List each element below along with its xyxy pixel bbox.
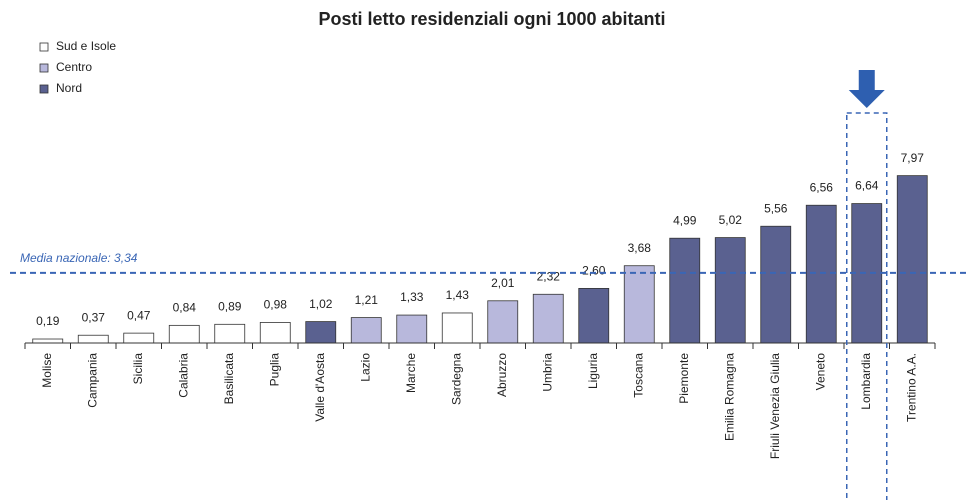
- x-tick-label: Lazio: [358, 353, 372, 382]
- x-tick-label: Campania: [85, 353, 99, 408]
- value-label: 4,99: [673, 213, 697, 227]
- bar: [896, 175, 928, 344]
- bar: [32, 338, 64, 344]
- x-tick-label: Puglia: [267, 353, 281, 387]
- value-label: 6,64: [855, 179, 879, 193]
- reference-label: Media nazionale: 3,34: [20, 251, 138, 265]
- x-tick-label: Liguria: [586, 353, 600, 389]
- x-tick-label: Emilia Romagna: [722, 353, 736, 441]
- x-tick-label: Valle d'Aosta: [313, 353, 327, 422]
- bar: [214, 323, 246, 344]
- legend-label: Centro: [56, 60, 92, 74]
- bar: [578, 287, 610, 344]
- x-tick-label: Sardegna: [449, 353, 463, 405]
- value-label: 5,56: [764, 201, 788, 215]
- value-label: 6,56: [810, 180, 834, 194]
- chart-title: Posti letto residenziali ogni 1000 abita…: [318, 9, 665, 29]
- x-tick-label: Friuli Venezia Giulia: [768, 353, 782, 459]
- bar: [396, 314, 428, 344]
- bar: [77, 334, 109, 344]
- x-tick-label: Basilicata: [222, 353, 236, 405]
- bar: [350, 317, 382, 344]
- legend-swatch: [39, 42, 49, 52]
- value-label: 0,89: [218, 299, 242, 313]
- x-tick-label: Molise: [40, 353, 54, 388]
- value-label: 2,01: [491, 276, 515, 290]
- value-label: 1,21: [355, 293, 379, 307]
- highlight-arrow: [848, 70, 885, 108]
- value-label: 1,43: [446, 288, 470, 302]
- value-label: 7,97: [901, 151, 925, 165]
- value-label: 0,37: [82, 310, 106, 324]
- bar: [168, 324, 200, 344]
- bar: [305, 321, 337, 344]
- x-tick-label: Calabria: [176, 353, 190, 398]
- bar: [441, 312, 473, 344]
- bar: [487, 300, 519, 344]
- x-tick-label: Toscana: [631, 353, 645, 398]
- bar: [805, 204, 837, 344]
- value-label: 2,60: [582, 264, 606, 278]
- bar: [623, 265, 655, 344]
- value-label: 3,68: [628, 241, 652, 255]
- bar: [259, 322, 291, 344]
- x-tick-label: Umbria: [540, 353, 554, 392]
- value-label: 1,33: [400, 290, 424, 304]
- x-tick-label: Lombardia: [859, 353, 873, 410]
- value-label: 1,02: [309, 297, 333, 311]
- highlight-box: [846, 112, 888, 500]
- x-tick-label: Veneto: [813, 353, 827, 391]
- bar: [714, 237, 746, 344]
- x-tick-label: Trentino A.A.: [904, 353, 918, 422]
- value-label: 0,19: [36, 314, 60, 328]
- x-tick-label: Marche: [404, 353, 418, 393]
- bar: [123, 332, 155, 344]
- x-tick-label: Sicilia: [131, 353, 145, 385]
- x-tick-label: Abruzzo: [495, 353, 509, 397]
- value-label: 0,47: [127, 308, 151, 322]
- bar: [532, 293, 564, 344]
- legend-swatch: [39, 84, 49, 94]
- value-label: 0,98: [264, 298, 288, 312]
- bar: [760, 225, 792, 344]
- legend-label: Sud e Isole: [56, 39, 116, 53]
- legend-swatch: [39, 63, 49, 73]
- value-label: 0,84: [173, 301, 197, 315]
- bar: [851, 203, 883, 344]
- legend-label: Nord: [56, 81, 82, 95]
- value-label: 2,32: [537, 269, 561, 283]
- value-label: 5,02: [719, 213, 743, 227]
- x-tick-label: Piemonte: [677, 353, 691, 404]
- bar: [669, 237, 701, 344]
